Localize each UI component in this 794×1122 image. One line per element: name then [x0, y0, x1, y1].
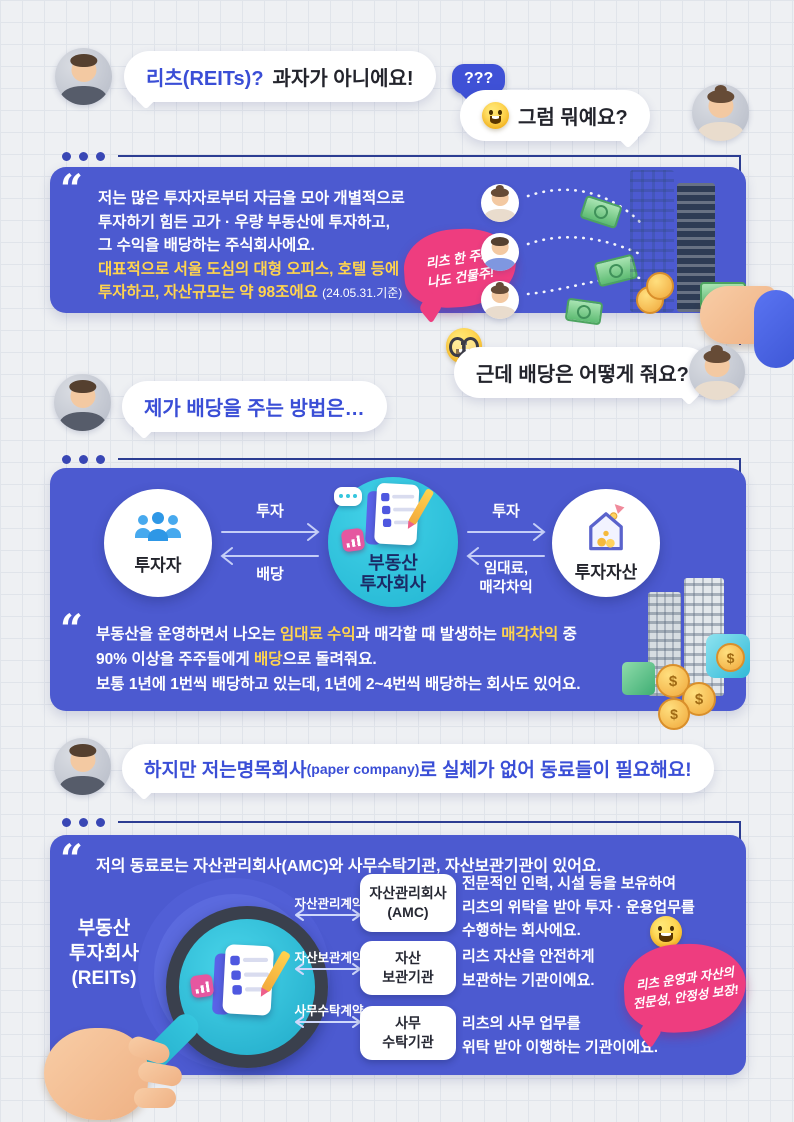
- speech-bubble-paper-company: 하지만 저는 명목회사 (paper company) 로 실체가 없어 동료들이 …: [122, 744, 714, 801]
- entity-box-amc: 자산관리회사 (AMC): [360, 874, 456, 932]
- contract-label-custody: 자산보관계약: [294, 951, 364, 965]
- bubble-highlight-text: 리츠(REITs)?: [146, 68, 264, 90]
- partners-intro-text: 저의 동료로는 자산관리회사(AMC)와 사무수탁기관, 자산보관기관이 있어요…: [96, 858, 602, 875]
- paren-note: (paper company): [306, 760, 420, 777]
- double-arrow: [295, 1016, 361, 1028]
- entity-box-admin: 사무 수탁기관: [360, 1006, 456, 1060]
- speech-bubble-dividend-answer: 제가 배당을 주는 방법은…: [122, 381, 387, 440]
- avatar-top: [697, 121, 744, 141]
- date-note: (24.05.31.기준): [322, 286, 403, 300]
- green-cube: [622, 662, 655, 695]
- arrow-label-invest-left: 투자: [256, 503, 284, 520]
- avatar-suit: [60, 85, 107, 105]
- magnifying-glass-lens: [166, 906, 328, 1068]
- text-line: 투자하기 힘든 고가 · 우량 부동산에 투자하고,: [98, 213, 390, 231]
- quote-icon: “: [60, 836, 83, 883]
- quote-icon: “: [60, 606, 83, 653]
- flow-arrows: [220, 523, 546, 565]
- company-label: 투자회사: [359, 574, 427, 594]
- smiley-face-icon: [482, 102, 509, 129]
- male-avatar: [55, 48, 112, 105]
- male-avatar: [54, 374, 111, 431]
- divider-line: [118, 821, 739, 823]
- text-line-highlight: 투자하고, 자산규모는 약 98조에요: [98, 284, 318, 301]
- reit-company-node: 부동산 투자회사: [328, 477, 458, 607]
- bubble-text: 과자가 아니에요!: [272, 68, 414, 90]
- speech-bubble-reits-intro: 리츠(REITs)? 과자가 아니에요!: [124, 51, 436, 110]
- speech-bubble-what-is-it: 그럼 뭐예요?: [460, 90, 650, 149]
- contract-label-admin: 사무수탁계약: [294, 1004, 364, 1018]
- male-avatar: [54, 738, 111, 795]
- avatar-hair: [706, 89, 735, 104]
- reit-checklist-icon: [211, 944, 292, 1019]
- bubble-text: 근데 배당은 어떻게 줘요?: [476, 364, 689, 386]
- double-arrow: [295, 909, 361, 921]
- coin-stack: [646, 272, 674, 300]
- panel-what-is-reits: [50, 167, 746, 313]
- arrow-label-dividend: 배당: [256, 566, 284, 583]
- text-line-highlight: 대표적으로 서울 도심의 대형 오피스, 호텔 등에: [98, 260, 400, 278]
- reit-checklist-icon: [365, 482, 435, 548]
- investors-group-icon: [135, 512, 181, 541]
- smiley-face-icon: [650, 916, 682, 948]
- investors-node: 투자자: [104, 489, 212, 597]
- mini-investor-avatar: [481, 184, 519, 222]
- text-line: 저는 많은 투자자로부터 자금을 모아 개별적으로: [98, 190, 405, 207]
- highlight-paper-company: 명목회사: [236, 760, 307, 781]
- double-arrow: [295, 963, 361, 975]
- divider-line: [118, 458, 739, 460]
- hand-fingers: [134, 1088, 176, 1108]
- divider-line: [118, 155, 739, 157]
- divider-dots: [62, 152, 105, 161]
- question-marks-bubble: ???: [452, 64, 506, 94]
- chat-icon: [334, 487, 362, 506]
- money-bill: [564, 297, 604, 326]
- divider-dots: [62, 455, 105, 464]
- highlight-rent-income: 임대료 수익: [280, 626, 356, 643]
- bubble-text: 제가 배당을 주는 방법은…: [144, 398, 365, 420]
- arrow-label-rent-gain: 임대료, 매각차익: [479, 561, 533, 596]
- question-marks: ???: [464, 70, 494, 87]
- reits-node-label: 부동산 투자회사 (REITs): [69, 918, 139, 989]
- dollar-coin: $: [658, 698, 690, 730]
- quote-icon: “: [60, 166, 83, 213]
- avatar-hair: [69, 53, 98, 68]
- dividend-description-text: 부동산을 운영하면서 나오는 임대료 수익과 매각할 때 발생하는 매각차익 중…: [96, 626, 581, 693]
- contract-label-amc: 자산관리계약: [294, 897, 364, 911]
- asset-label: 투자자산: [574, 563, 638, 582]
- bubble-text: 그럼 뭐예요?: [518, 107, 628, 129]
- divider-dots: [62, 818, 105, 827]
- female-avatar: [689, 344, 745, 400]
- company-label: 부동산: [368, 553, 418, 573]
- arrow-label-invest-right: 투자: [492, 503, 520, 520]
- asset-house-icon: [589, 504, 625, 551]
- reits-description-text: 저는 많은 투자자로부터 자금을 모아 개별적으로 투자하기 힘든 고가 · 우…: [98, 187, 405, 306]
- mini-investor-avatar: [481, 281, 519, 319]
- text-line: 그 수익을 배당하는 주식회사에요.: [98, 237, 315, 254]
- highlight-dividend: 배당: [254, 651, 283, 668]
- female-avatar: [692, 84, 749, 141]
- highlight-sale-gain: 매각차익: [501, 626, 559, 643]
- investors-label: 투자자: [134, 556, 182, 575]
- mini-investor-avatar: [481, 233, 519, 271]
- entity-desc-custody: 리츠 자산을 안전하게 보관하는 기관이에요.: [462, 948, 595, 989]
- speech-bubble-dividend-question: 근데 배당은 어떻게 줘요?: [454, 347, 711, 406]
- dollar-coin: $: [716, 643, 745, 672]
- asset-node: 투자자산: [552, 489, 660, 597]
- chart-icon: [340, 527, 366, 553]
- chart-icon: [189, 973, 215, 999]
- sleeve: [754, 290, 794, 368]
- entity-box-custody: 자산 보관기관: [360, 941, 456, 995]
- entity-desc-admin: 리츠의 사무 업무를 위탁 받아 이행하는 기관이에요.: [462, 1015, 659, 1056]
- entity-desc-amc: 전문적인 인력, 시설 등을 보유하여 리츠의 위탁을 받아 투자 · 운용업무…: [462, 875, 695, 939]
